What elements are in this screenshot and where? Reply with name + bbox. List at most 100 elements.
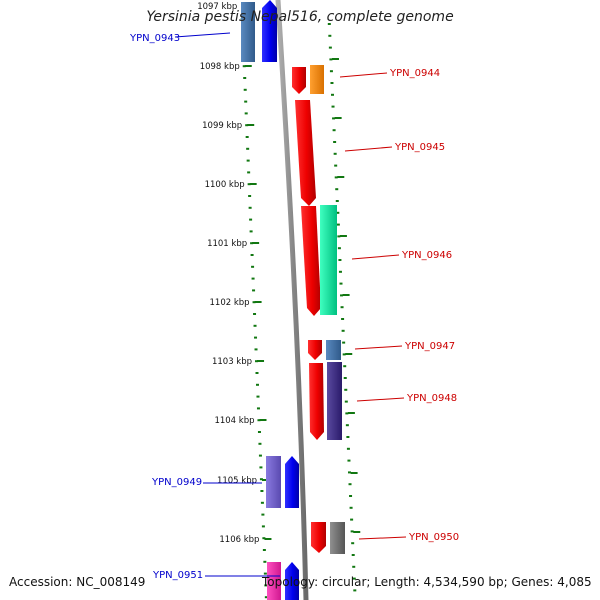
kbp-tick-label: 1104 kbp <box>214 416 254 426</box>
kbp-tick <box>257 360 265 362</box>
gene-label-ypn-0951[interactable]: YPN_0951 <box>152 570 203 581</box>
guide-dot <box>329 58 333 61</box>
kbp-tick-label: 1098 kbp <box>200 62 240 72</box>
guide-dot <box>347 471 351 474</box>
guide-dot <box>337 235 341 238</box>
guide-dot <box>263 560 267 563</box>
guide-dot <box>341 329 345 332</box>
guide-dot <box>349 495 353 497</box>
guide-dot <box>336 223 340 226</box>
gene-label-ypn-0948[interactable]: YPN_0948 <box>406 393 457 404</box>
right-major-tick <box>342 294 350 296</box>
guide-dot <box>259 466 263 469</box>
guide-dot <box>264 596 268 599</box>
guide-dot <box>338 259 342 261</box>
guide-dot <box>337 247 341 250</box>
guide-dot <box>352 577 356 580</box>
guide-dot <box>257 419 261 422</box>
guide-dot <box>264 584 268 587</box>
guide-dot <box>249 218 253 221</box>
guide-dot <box>343 377 347 379</box>
guide-dot <box>352 565 356 568</box>
gene-feature-ypn-0946-block[interactable] <box>320 205 337 315</box>
guide-dot <box>345 424 349 427</box>
guide-dot <box>248 206 252 209</box>
guide-dot <box>260 501 264 504</box>
gene-label-ypn-0950[interactable]: YPN_0950 <box>408 532 459 543</box>
guide-dot <box>343 365 347 368</box>
guide-dot <box>332 129 336 132</box>
kbp-tick-label: 1099 kbp <box>202 121 242 131</box>
right-major-tick <box>331 58 339 60</box>
gene-label-ypn-0949[interactable]: YPN_0949 <box>151 477 202 488</box>
guide-dot <box>256 395 260 398</box>
guide-dot <box>334 176 338 179</box>
gene-feature-ypn-0949-block[interactable] <box>266 456 281 508</box>
guide-dot <box>262 549 266 551</box>
gene-feature-ypn-0947[interactable] <box>308 340 322 360</box>
gene-feature-ypn-0946[interactable] <box>301 206 321 316</box>
guide-dot <box>333 141 337 143</box>
gene-feature-ypn-0948[interactable] <box>309 363 324 440</box>
guide-dot <box>260 490 264 492</box>
guide-dot <box>255 360 259 363</box>
genome-backbone <box>275 0 309 600</box>
gene-feature-ypn-0951-block[interactable] <box>267 562 281 600</box>
guide-dot <box>331 105 335 108</box>
gene-label-ypn-0945[interactable]: YPN_0945 <box>394 142 445 153</box>
right-major-tick <box>347 412 355 414</box>
gene-label-ypn-0943[interactable]: YPN_0943 <box>129 33 180 44</box>
kbp-tick-label: 1101 kbp <box>207 239 247 249</box>
guide-dot <box>248 195 252 197</box>
kbp-scale: 1097 kbp 1098 kbp 1099 kbp 1100 kbp 1101 kbp… <box>197 2 272 545</box>
guide-dot <box>251 277 255 280</box>
kbp-tick <box>252 242 260 244</box>
guide-dot <box>330 93 334 96</box>
guide-dot <box>242 65 246 68</box>
kbp-tick <box>244 65 252 67</box>
right-track-dots <box>327 23 361 592</box>
guide-dot <box>255 383 259 386</box>
guide-dot <box>350 530 354 533</box>
gene-feature-ypn-0947-block[interactable] <box>326 340 341 360</box>
guide-dot <box>261 513 265 516</box>
guide-dot <box>261 525 265 528</box>
guide-dot <box>340 294 344 297</box>
kbp-tick-label: 1103 kbp <box>212 357 252 367</box>
guide-dot <box>253 324 257 327</box>
accession-text: Accession: NC_008149 <box>9 575 146 589</box>
gene-feature-ypn-0950-block[interactable] <box>330 522 345 554</box>
kbp-tick-label: 1106 kbp <box>219 535 259 545</box>
genome-title: Yersinia pestis Nepal516, complete genom… <box>146 9 454 25</box>
right-major-tick <box>353 531 361 533</box>
gene-feature-ypn-0944-block[interactable] <box>310 65 324 94</box>
gene-label-ypn-0944[interactable]: YPN_0944 <box>389 68 440 79</box>
gene-leader-line <box>354 345 403 350</box>
gene-feature-ypn-0949[interactable] <box>285 456 299 508</box>
guide-dot <box>335 188 339 191</box>
kbp-tick <box>264 538 272 540</box>
gene-label-ypn-0946[interactable]: YPN_0946 <box>401 250 452 261</box>
gene-labels: YPN_0943 YPN_0944 YPN_0945 YPN_0946 YPN_0947… <box>129 32 459 581</box>
guide-dot <box>348 483 352 486</box>
guide-dot <box>330 82 334 84</box>
gene-feature-ypn-0944[interactable] <box>292 67 306 94</box>
guide-dot <box>329 70 333 73</box>
gene-feature-ypn-0943-block[interactable] <box>241 2 255 62</box>
gene-feature-ypn-0948-block[interactable] <box>327 362 342 440</box>
guide-dot <box>254 348 258 351</box>
genome-summary-text: Topology: circular; Length: 4,534,590 bp… <box>262 575 592 589</box>
kbp-tick <box>262 479 269 481</box>
kbp-tick-label: 1097 kbp <box>197 2 237 12</box>
gene-feature-ypn-0951[interactable] <box>285 562 299 600</box>
right-major-tick <box>339 235 347 237</box>
right-major-tick <box>337 176 345 178</box>
gene-feature-ypn-0943[interactable] <box>262 0 277 62</box>
gene-leader-line <box>351 254 400 260</box>
guide-dot <box>243 88 247 91</box>
guide-dot <box>245 136 249 138</box>
gene-leader-line <box>344 146 393 152</box>
gene-feature-ypn-0945[interactable] <box>295 100 316 206</box>
gene-feature-ypn-0950[interactable] <box>311 522 326 553</box>
gene-label-ypn-0947[interactable]: YPN_0947 <box>404 341 455 352</box>
